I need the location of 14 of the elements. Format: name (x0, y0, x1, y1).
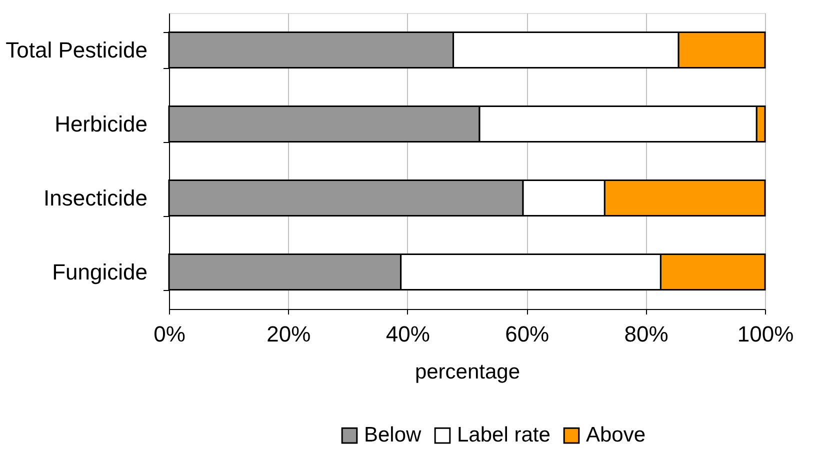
legend-label: Below (364, 424, 422, 447)
y-tick-label: Total Pesticide (6, 38, 148, 62)
x-tick-label: 20% (266, 322, 311, 346)
y-tick-label: Insecticide (44, 186, 148, 210)
x-tick-label: 60% (505, 322, 550, 346)
x-tick-label: 40% (386, 322, 430, 346)
legend-label: Label rate (457, 424, 550, 447)
y-tick-label: Herbicide (54, 112, 148, 136)
y-tick-label: Fungicide (52, 260, 148, 284)
x-tick-label: 80% (624, 322, 668, 346)
x-tick-label: 100% (737, 322, 794, 346)
x-tick-label: 0% (154, 322, 186, 346)
x-axis-title: percentage (414, 360, 520, 384)
legend-label: Above (586, 424, 646, 447)
